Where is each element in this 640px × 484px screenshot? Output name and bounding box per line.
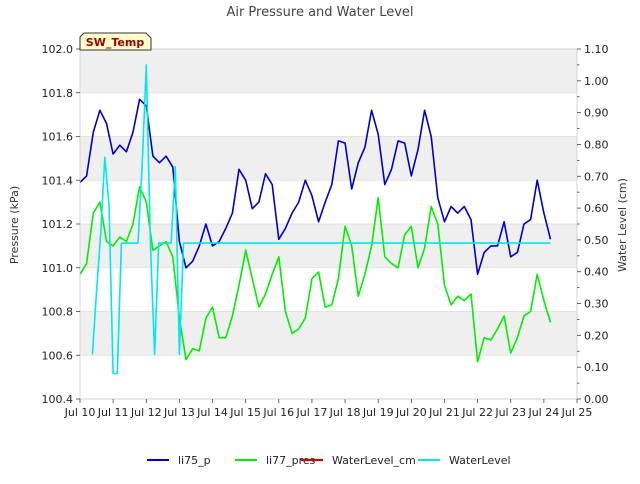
y-tick-label-right: 0.50 [584, 234, 609, 247]
y-axis-label-left: Pressure (kPa) [8, 186, 21, 264]
x-tick-label: Jul 16 [262, 406, 294, 419]
x-tick-label: Jul 10 [64, 406, 96, 419]
annotation-badge-shape [79, 32, 152, 51]
chart-title: Air Pressure and Water Level [226, 5, 413, 20]
x-tick-label: Jul 13 [163, 406, 195, 419]
x-tick-label: Jul 19 [362, 406, 394, 419]
x-tick-label: Jul 20 [395, 406, 427, 419]
x-tick-label: Jul 25 [561, 406, 593, 419]
y-tick-label-left: 101.6 [42, 131, 74, 144]
legend: li75_p li77_pres WaterLevel_cm WaterLevel [147, 454, 511, 467]
grid-band [80, 49, 577, 93]
x-tick-label: Jul 21 [428, 406, 460, 419]
legend-label: WaterLevel [449, 454, 511, 467]
series-line-waterlevel [91, 64, 551, 375]
legend-label: WaterLevel_cm [332, 454, 416, 467]
x-tick-label: Jul 17 [296, 406, 328, 419]
y-tick-label-left: 100.6 [42, 349, 74, 362]
x-tick-label: Jul 18 [329, 406, 361, 419]
series-line-li75-p [79, 98, 552, 276]
y-tick-label-right: 1.00 [584, 75, 609, 88]
y-tick-label-right: 0.40 [584, 266, 609, 279]
x-tick-label: Jul 22 [461, 406, 493, 419]
y-tick-label-right: 1.10 [584, 43, 609, 56]
y-axis-label-right: Water Level (cm) [616, 178, 629, 272]
x-tick-label: Jul 12 [130, 406, 162, 419]
y-tick-label-left: 100.4 [42, 393, 74, 406]
legend-label: li75_p [178, 454, 211, 467]
y-tick-label-right: 0.70 [584, 170, 609, 183]
x-tick-label: Jul 14 [196, 406, 228, 419]
y-tick-label-right: 0.90 [584, 107, 609, 120]
annotation-badge: SW_Temp [79, 32, 152, 51]
axes-layer: Air Pressure and Water Level Pressure (k… [8, 5, 629, 419]
y-tick-label-left: 101.2 [42, 218, 74, 231]
x-tick-label: Jul 23 [494, 406, 526, 419]
y-tick-label-right: 0.80 [584, 138, 609, 151]
y-tick-label-left: 102.0 [42, 43, 74, 56]
y-tick-label-left: 100.8 [42, 306, 74, 319]
y-tick-label-left: 101.0 [42, 262, 74, 275]
x-tick-label: Jul 11 [97, 406, 129, 419]
y-tick-label-right: 0.30 [584, 298, 609, 311]
x-tick-label: Jul 24 [527, 406, 559, 419]
y-tick-label-right: 0.20 [584, 329, 609, 342]
x-tick-label: Jul 15 [229, 406, 261, 419]
y-tick-label-left: 101.8 [42, 87, 74, 100]
y-tick-label-right: 0.10 [584, 361, 609, 374]
y-tick-label-right: 0.60 [584, 202, 609, 215]
series-layer [79, 64, 552, 375]
y-tick-label-left: 101.4 [42, 174, 74, 187]
legend-label: li77_pres [266, 454, 316, 467]
y-tick-label-right: 0.00 [584, 393, 609, 406]
annotation-label: SW_Temp [86, 36, 145, 49]
